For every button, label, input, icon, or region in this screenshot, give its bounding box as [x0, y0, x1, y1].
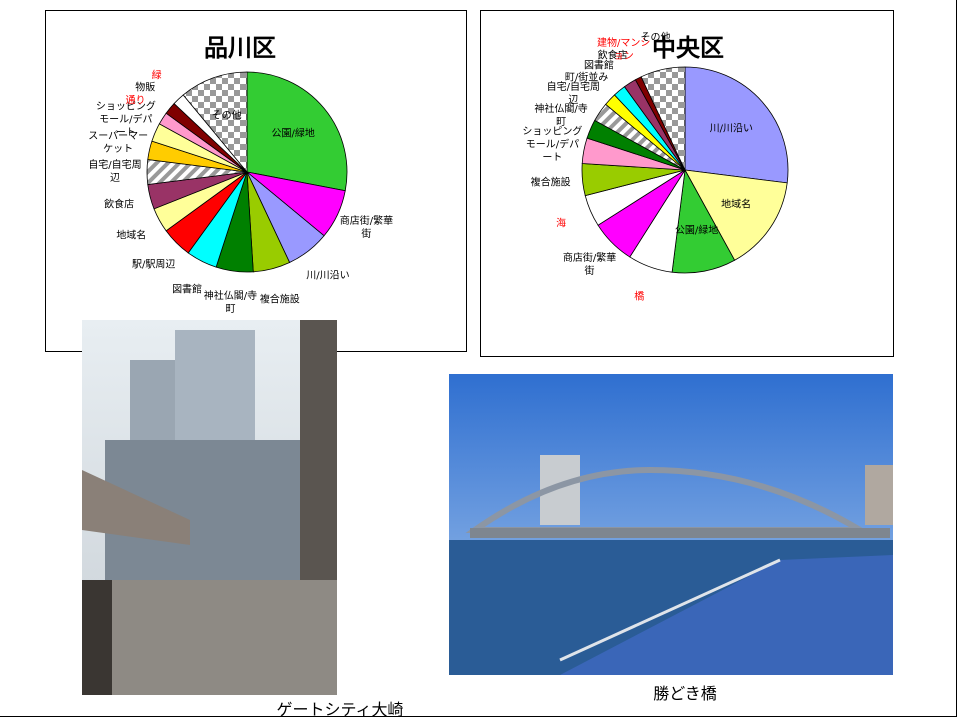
slice-label: 地域名	[721, 199, 752, 211]
slice-label: 複合施設	[530, 177, 571, 189]
pie-slice	[182, 71, 248, 174]
slice-label: 神社仏閣/寺町	[203, 290, 258, 315]
slice-label: 通り	[125, 95, 146, 107]
slice-label: 建物/マンション	[597, 37, 651, 62]
slice-label: 公園/緑地	[271, 128, 315, 140]
slice-label: 物販	[135, 82, 156, 94]
slice-label: 海	[556, 218, 567, 230]
chart-title: 品川区	[204, 34, 276, 62]
slice-label: 自宅/自宅周辺	[546, 82, 601, 107]
caption: ゲートシティ大崎	[276, 700, 404, 719]
slice-label: 図書館	[172, 284, 203, 296]
slice-label: 商店街/繁華街	[339, 216, 394, 241]
slice-label: 橋	[634, 291, 645, 303]
slice-label: ショッピングモール/デパート	[95, 101, 156, 139]
slice-label: 複合施設	[259, 294, 300, 306]
slice-label: スーパーマーケット	[88, 131, 149, 156]
slice-label: 図書館	[583, 60, 614, 72]
slice-label: 飲食店	[104, 199, 135, 211]
pie-slice	[246, 71, 348, 192]
slice-label: 公園/緑地	[674, 225, 719, 237]
chart-title: 中央区	[652, 34, 724, 62]
slice-label: 飲食店	[597, 50, 628, 62]
slice-label: 商店街/繁華街	[562, 253, 617, 278]
slice-label: 神社仏閣/寺町	[534, 104, 588, 129]
pie-slice	[684, 66, 789, 184]
caption: 勝どき橋	[653, 684, 717, 703]
slice-label: 自宅/自宅周辺	[88, 160, 142, 184]
pie-slice	[684, 169, 788, 261]
slice-label: 川/川沿い	[306, 270, 350, 282]
slice-label: その他	[211, 110, 242, 122]
photo-kachidoki-bridge	[449, 374, 893, 675]
slice-label: 川/川沿い	[709, 123, 754, 135]
slice-label: 町/街並み	[564, 72, 609, 84]
pie-slice	[640, 66, 686, 171]
slice-label: 緑	[151, 70, 162, 82]
photo-gate-city	[82, 320, 337, 695]
slice-label: その他	[640, 32, 671, 44]
slice-label: 駅/駅周辺	[131, 259, 176, 271]
slice-label: 地域名	[116, 230, 147, 242]
slice-label: ショッピングモール/デパート	[522, 126, 583, 164]
